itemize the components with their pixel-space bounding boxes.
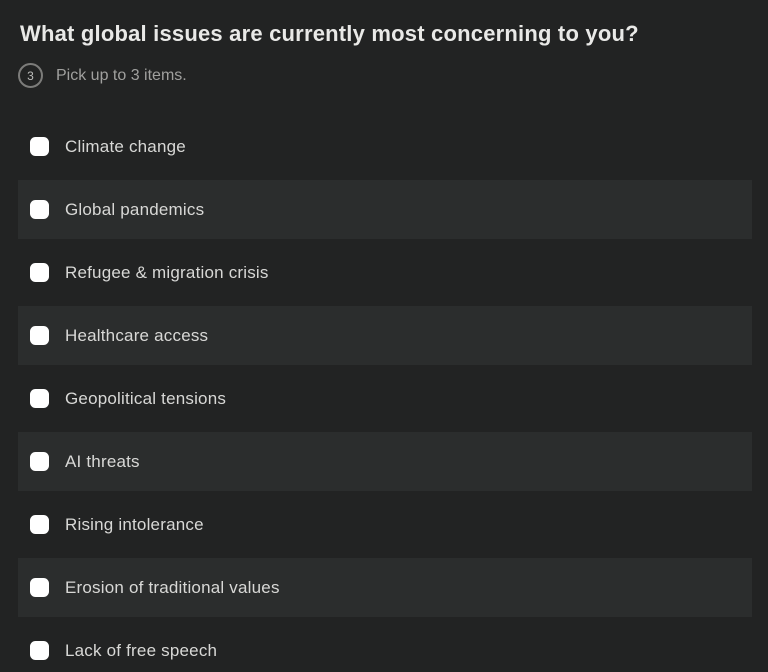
checkbox-unchecked-icon[interactable] [30, 326, 49, 346]
option-label: Rising intolerance [65, 514, 204, 534]
option-row[interactable]: Lack of free speech [18, 621, 752, 672]
option-row[interactable]: Global pandemics [18, 180, 752, 240]
option-row[interactable]: Rising intolerance [18, 495, 752, 554]
checkbox-unchecked-icon[interactable] [30, 515, 49, 535]
option-label: Global pandemics [65, 199, 205, 219]
option-row[interactable]: AI threats [18, 432, 752, 492]
checkbox-unchecked-icon[interactable] [30, 263, 49, 283]
option-row[interactable]: Climate change [18, 117, 752, 176]
checkbox-unchecked-icon[interactable] [30, 452, 49, 472]
checkbox-unchecked-icon[interactable] [30, 641, 49, 661]
option-label: Geopolitical tensions [65, 388, 227, 408]
option-label: Healthcare access [65, 325, 209, 345]
option-label: AI threats [65, 451, 140, 471]
option-label: Refugee & migration crisis [65, 262, 269, 282]
option-row[interactable]: Erosion of traditional values [18, 558, 752, 618]
option-row[interactable]: Healthcare access [18, 306, 752, 366]
option-row[interactable]: Geopolitical tensions [18, 369, 752, 428]
option-label: Erosion of traditional values [65, 577, 280, 597]
checkbox-unchecked-icon[interactable] [30, 137, 49, 157]
options-list: Climate change Global pandemics Refugee … [18, 117, 752, 672]
option-label: Lack of free speech [65, 640, 218, 660]
instruction-row: 3 Pick up to 3 items. [18, 63, 768, 89]
instruction-text: Pick up to 3 items. [56, 66, 187, 84]
checkbox-unchecked-icon[interactable] [30, 578, 49, 598]
max-items-badge: 3 [18, 63, 43, 89]
checkbox-unchecked-icon[interactable] [30, 200, 49, 220]
option-label: Climate change [65, 136, 186, 156]
checkbox-unchecked-icon[interactable] [30, 389, 49, 409]
question-title: What global issues are currently most co… [20, 21, 639, 46]
option-row[interactable]: Refugee & migration crisis [18, 243, 752, 302]
